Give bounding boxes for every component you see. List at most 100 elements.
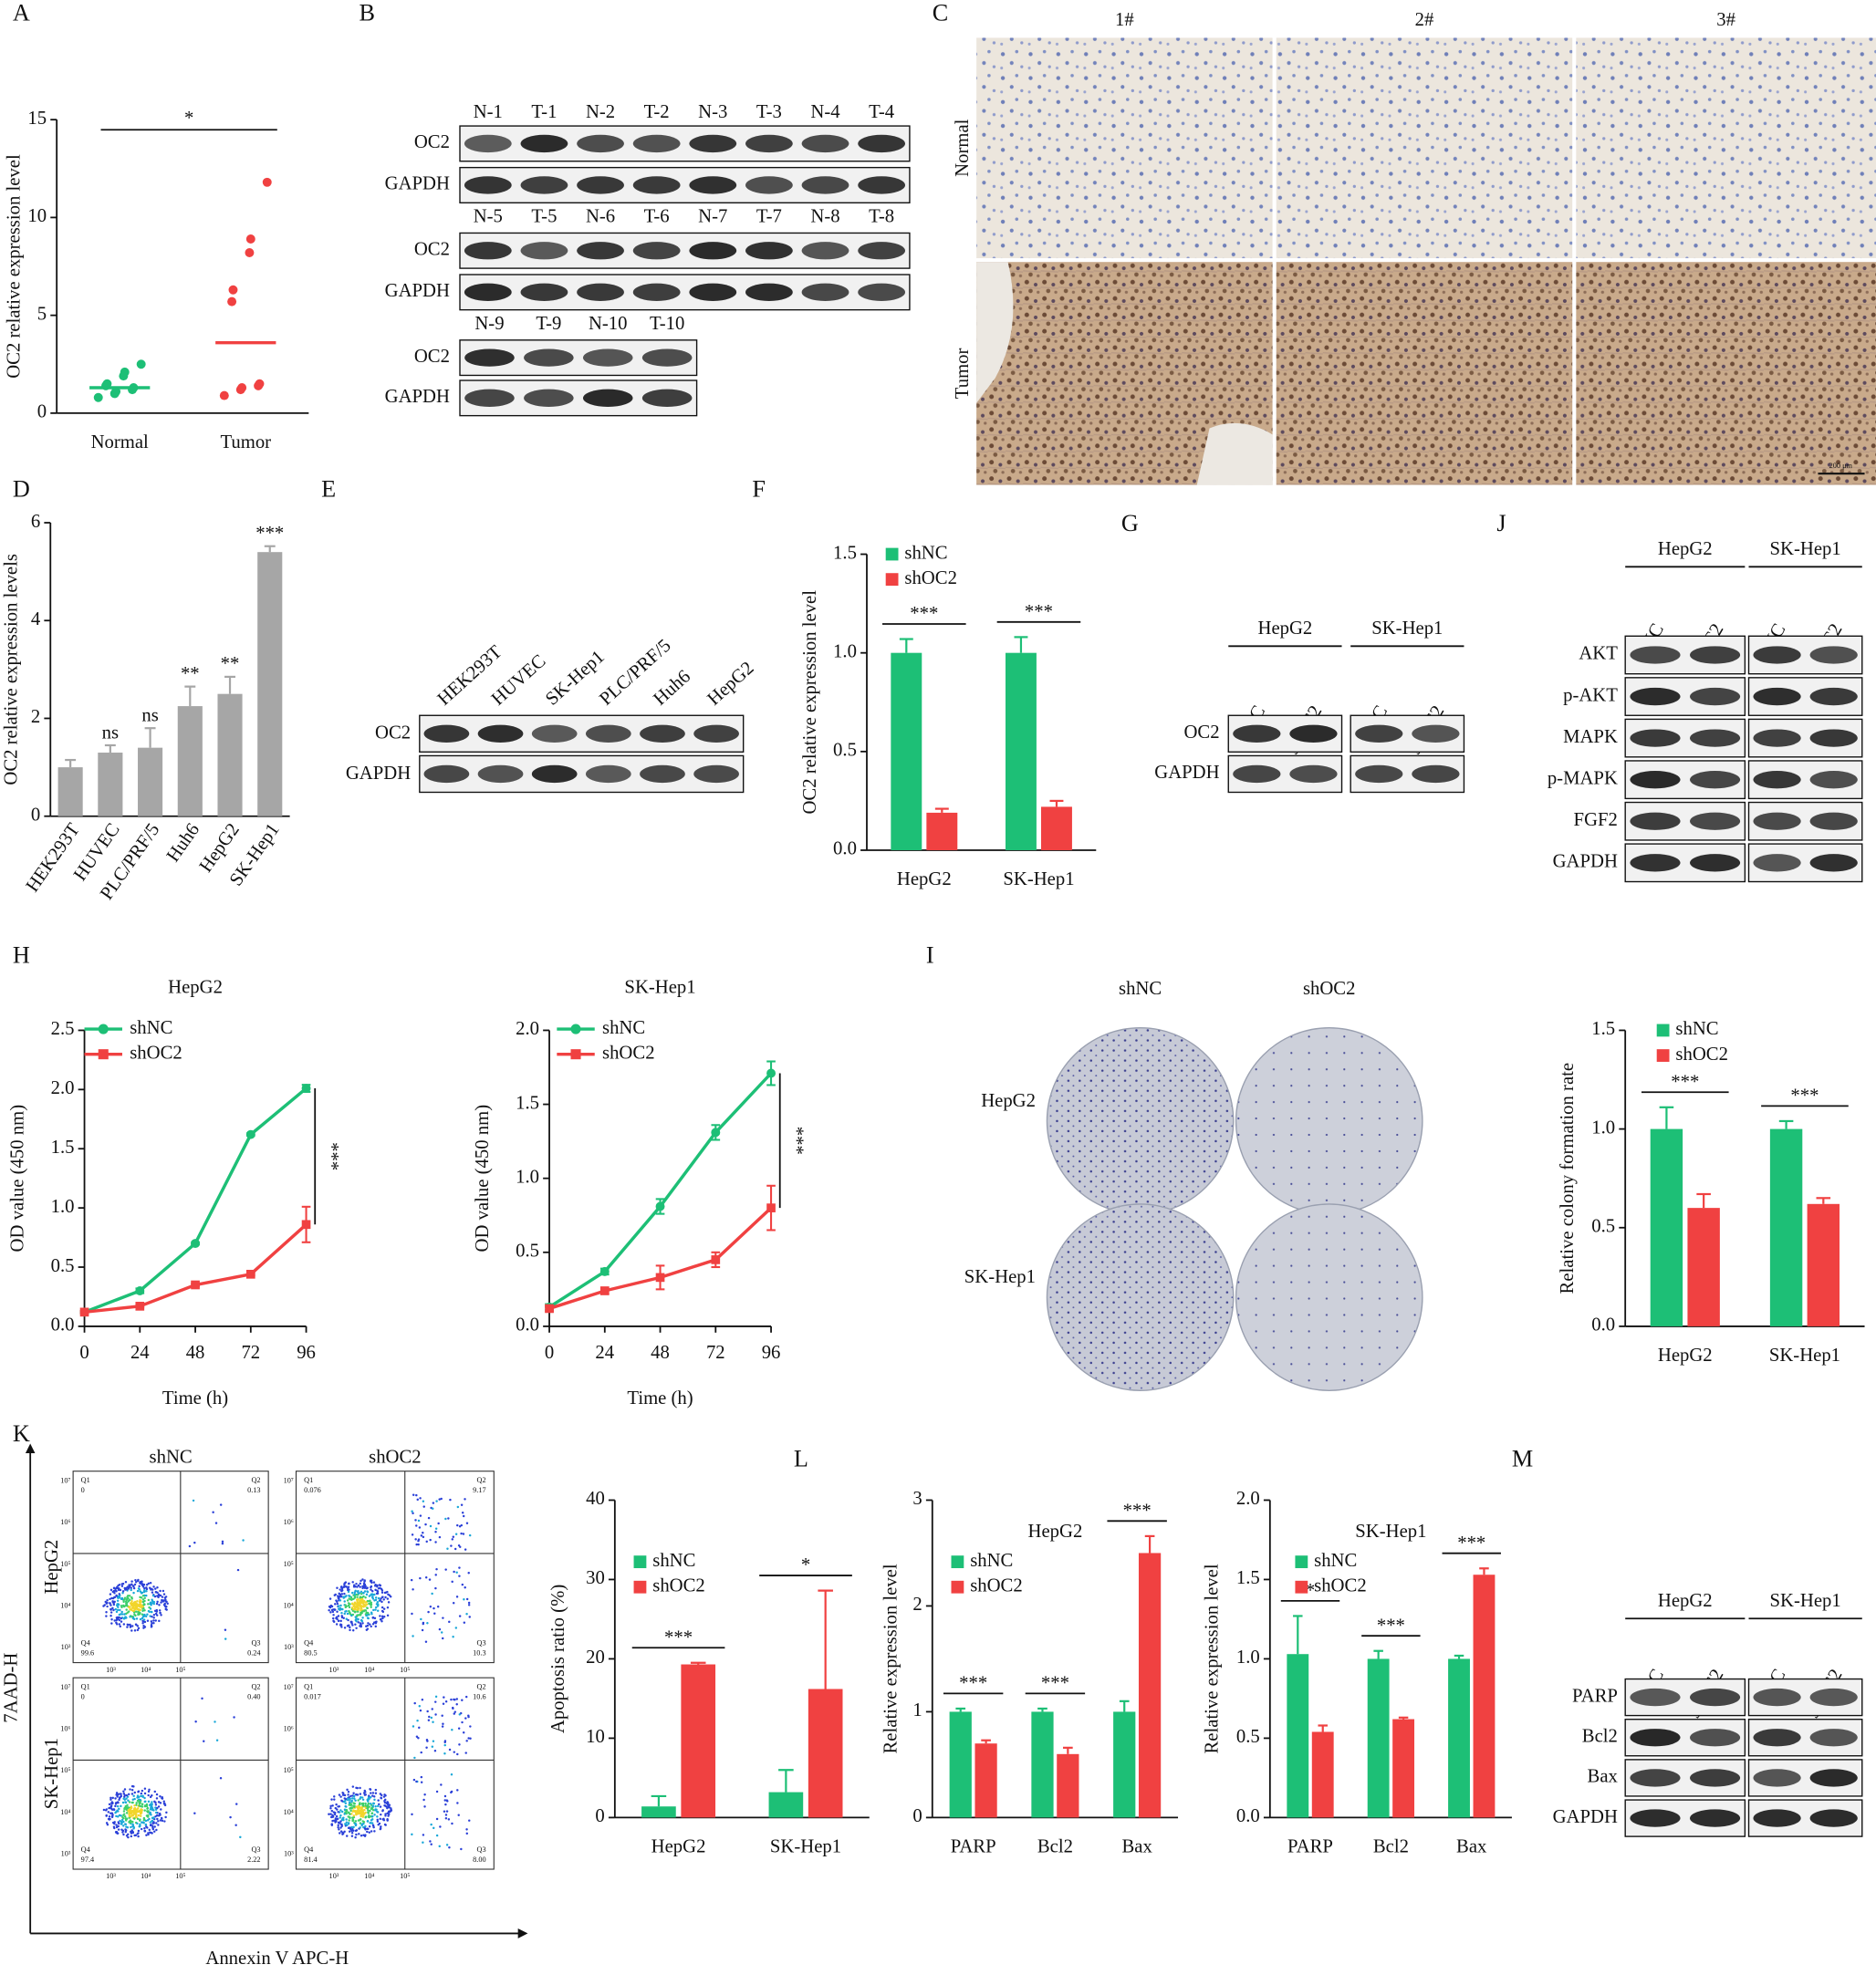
- legend-marker: [570, 1049, 581, 1060]
- cell-dot: [344, 1606, 348, 1609]
- cell-dot: [422, 1798, 425, 1802]
- bar: [891, 652, 922, 850]
- blot-band: [1630, 1809, 1681, 1827]
- cell-dot: [380, 1609, 384, 1613]
- cell-dot: [387, 1601, 391, 1604]
- y-tick-label: 40: [586, 1489, 605, 1509]
- x-tick-label: HEK293T: [23, 819, 85, 896]
- cell-dot: [425, 1746, 428, 1749]
- cell-dot: [463, 1598, 465, 1601]
- bar: [1041, 806, 1072, 850]
- legend-swatch: [1656, 1049, 1670, 1062]
- cell-dot: [340, 1810, 344, 1814]
- lane-label: T-7: [756, 207, 782, 227]
- cell-dot: [381, 1809, 384, 1812]
- blot-band: [1809, 729, 1858, 747]
- cell-dot: [337, 1605, 340, 1607]
- cell-dot: [158, 1609, 162, 1612]
- significance-label: ***: [1457, 1533, 1485, 1554]
- cell-dot: [443, 1799, 446, 1802]
- cell-dot: [442, 1616, 444, 1619]
- cell-dot: [334, 1821, 337, 1824]
- cell-dot: [129, 1623, 131, 1627]
- y-tick-label: 6: [31, 512, 40, 532]
- cell-dot: [351, 1797, 354, 1800]
- protein-label: GAPDH: [385, 174, 450, 194]
- cell-dot: [112, 1586, 116, 1590]
- cell-dot: [123, 1815, 127, 1818]
- cell-dot: [351, 1629, 355, 1632]
- lane-label: T-10: [650, 314, 684, 334]
- blot-band: [520, 176, 568, 194]
- cell-dot: [135, 1623, 138, 1627]
- cell-dot: [337, 1824, 339, 1827]
- cell-dot: [118, 1616, 120, 1619]
- cell-dot: [340, 1593, 344, 1596]
- cell-dot: [414, 1519, 417, 1522]
- cell-dot: [366, 1606, 369, 1609]
- cell-dot: [412, 1588, 414, 1591]
- blot-band: [464, 283, 512, 301]
- cell-dot: [142, 1583, 146, 1586]
- cell-dot: [440, 1631, 443, 1634]
- cell-dot: [370, 1792, 372, 1794]
- lane-label: T-1: [531, 102, 557, 122]
- blot-band: [1690, 854, 1741, 872]
- cell-dot: [376, 1609, 380, 1612]
- cell-dot: [360, 1605, 363, 1608]
- cell-dot: [372, 1581, 376, 1584]
- cell-dot: [347, 1815, 350, 1818]
- cell-dot: [130, 1625, 134, 1627]
- cell-dot: [431, 1708, 433, 1710]
- panel-letter: F: [752, 476, 766, 503]
- cell-dot: [130, 1597, 133, 1600]
- cell-dot: [457, 1727, 461, 1731]
- cell-dot: [359, 1614, 362, 1616]
- cell-dot: [443, 1794, 447, 1798]
- cell-dot: [126, 1806, 130, 1809]
- cell-dot: [127, 1600, 130, 1603]
- cell-dot: [129, 1616, 131, 1618]
- legend-marker: [570, 1024, 581, 1034]
- blot-band: [524, 348, 574, 367]
- cell-dot: [370, 1807, 374, 1810]
- cell-dot: [163, 1596, 167, 1599]
- cell-dot: [369, 1802, 372, 1805]
- data-point: [120, 367, 130, 377]
- cell-dot: [387, 1814, 390, 1817]
- cell-dot: [416, 1719, 419, 1722]
- blot-band: [745, 283, 793, 301]
- cell-dot: [349, 1798, 351, 1802]
- cell-dot: [361, 1798, 365, 1802]
- quadrant-value: 81.4: [304, 1855, 317, 1864]
- quadrant-value: 10.6: [473, 1693, 485, 1701]
- cell-dot: [419, 1709, 422, 1712]
- cell-dot: [373, 1798, 376, 1802]
- blot-band: [745, 176, 793, 194]
- cell-dot: [149, 1582, 152, 1585]
- cell-dot: [109, 1611, 113, 1614]
- y-tick-label: 0.5: [1236, 1727, 1260, 1747]
- cell-dot: [339, 1816, 341, 1819]
- bar: [808, 1689, 843, 1818]
- cell-dot: [328, 1597, 332, 1600]
- quadrant-value: 2.22: [247, 1855, 260, 1864]
- cell-dot: [120, 1804, 122, 1808]
- y-tick-label: 2: [31, 707, 40, 727]
- cell-dot: [124, 1829, 128, 1832]
- cell-dot: [356, 1601, 360, 1605]
- blot-band: [1630, 687, 1681, 706]
- lane-label: HepG2: [704, 658, 757, 709]
- cell-dot: [126, 1626, 129, 1628]
- lane-label: T-2: [644, 102, 670, 122]
- data-point: [245, 248, 255, 257]
- cell-dot: [388, 1594, 391, 1596]
- x-tick-label: PARP: [1287, 1836, 1333, 1856]
- quadrant-value: 0: [81, 1693, 85, 1701]
- cell-dot: [415, 1780, 418, 1783]
- blot-band: [858, 134, 906, 153]
- legend-label: shOC2: [652, 1575, 705, 1596]
- cell-dot: [118, 1796, 121, 1800]
- cell-dot: [154, 1803, 158, 1806]
- cell-dot: [229, 1815, 232, 1819]
